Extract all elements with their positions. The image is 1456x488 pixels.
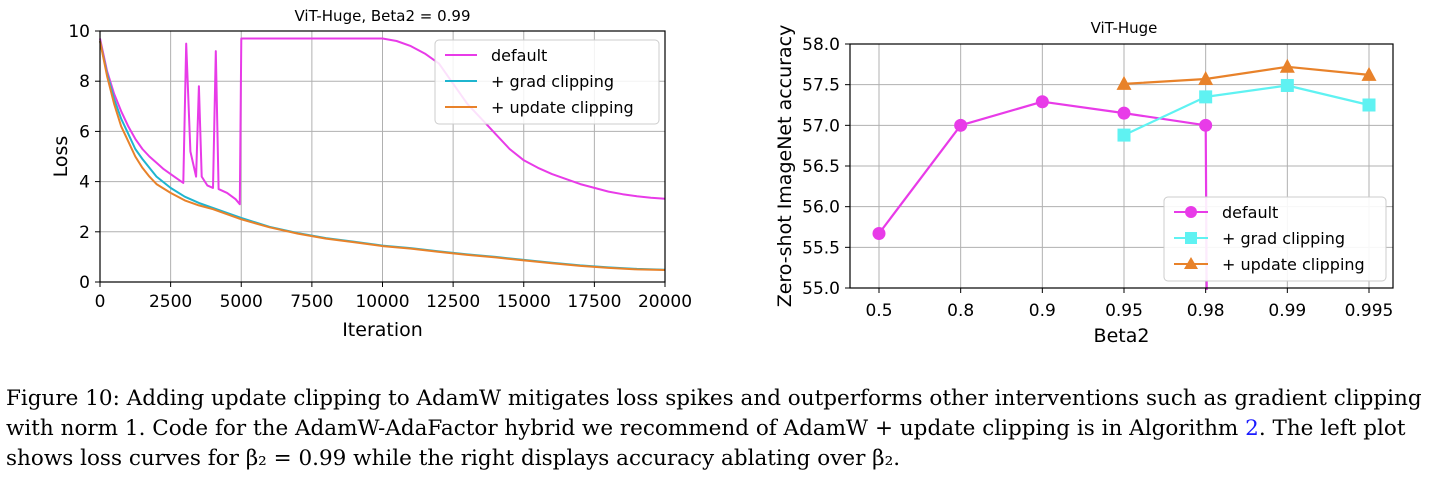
- y-tick-label: 10: [68, 22, 90, 42]
- y-axis-label: Zero-shot ImageNet accuracy: [774, 25, 796, 308]
- x-tick-label: 0.9: [1029, 301, 1056, 321]
- caption-text-2: . The left plot shows loss curves for β₂…: [6, 416, 1406, 471]
- legend-box: [434, 39, 660, 125]
- x-tick-label: 5000: [220, 292, 263, 312]
- chart-title: ViT-Huge, Beta2 = 0.99: [294, 7, 470, 25]
- legend-marker-3: [1184, 257, 1198, 269]
- y-tick-label: 6: [79, 122, 90, 142]
- y-tick-label: 4: [79, 173, 90, 193]
- loss-chart: 0 2500 5000 7500 10000 12500 15000 17500 20000 0 2…: [50, 7, 692, 341]
- y-tick-label: 56.5: [802, 157, 840, 177]
- y-tick-label: 55.0: [802, 279, 840, 299]
- y-tick-label: 55.5: [802, 238, 840, 258]
- marker-3: [1279, 58, 1295, 73]
- legend-box: [1163, 196, 1387, 282]
- x-tick-label: 20000: [638, 292, 692, 312]
- marker-2: [1362, 98, 1376, 112]
- y-axis-label: Loss: [50, 136, 72, 178]
- marker-3: [1198, 70, 1214, 85]
- x-tick-label: 12500: [426, 292, 480, 312]
- figure-caption: Figure 10: Adding update clipping to Ada…: [6, 384, 1452, 474]
- x-axis-label: Iteration: [342, 319, 423, 341]
- legend-label-3: + update clipping: [491, 98, 634, 117]
- marker-1: [1199, 118, 1213, 132]
- accuracy-chart: 0.5 0.8 0.9 0.95 0.98 0.99 0.995 55.0 55.5 56.0 56…: [774, 19, 1394, 347]
- x-axis-label: Beta2: [1094, 325, 1150, 347]
- series-line-2: [1123, 84, 1370, 137]
- x-tick-label: 0.98: [1187, 301, 1225, 321]
- marker-1: [872, 227, 886, 241]
- marker-2: [1117, 128, 1131, 142]
- chart-title: ViT-Huge: [1091, 19, 1158, 37]
- y-tick-label: 2: [79, 223, 90, 243]
- y-tick-label: 0: [79, 273, 90, 293]
- y-tick-label: 57.5: [802, 76, 840, 96]
- algorithm-link[interactable]: 2: [1245, 416, 1259, 441]
- x-tick-label: 0.5: [865, 301, 892, 321]
- marker-1: [954, 118, 968, 132]
- x-tick-label: 0.95: [1105, 301, 1143, 321]
- marker-3: [1361, 66, 1377, 81]
- y-tick-label: 58.0: [802, 35, 840, 55]
- y-tick-label: 57.0: [802, 116, 840, 136]
- y-tick-label: 8: [79, 72, 90, 92]
- legend-label-2: + grad clipping: [491, 72, 614, 91]
- series-line-3: [1123, 65, 1370, 85]
- legend-marker-2: [1185, 232, 1197, 244]
- y-tick-label: 56.0: [802, 198, 840, 218]
- legend-marker-1: [1185, 206, 1197, 218]
- x-tick-label: 17500: [567, 292, 621, 312]
- series-line-1: [99, 37, 666, 206]
- caption-text-1: Figure 10: Adding update clipping to Ada…: [6, 386, 1422, 441]
- x-tick-label: 0.99: [1268, 301, 1306, 321]
- x-tick-label: 0: [95, 292, 106, 312]
- legend-label-2: + grad clipping: [1222, 229, 1345, 248]
- marker-2: [1280, 78, 1294, 92]
- x-tick-label: 15000: [497, 292, 551, 312]
- series-line-1: [878, 100, 1208, 291]
- x-tick-label: 0.8: [947, 301, 974, 321]
- x-tick-label: 0.995: [1345, 301, 1394, 321]
- legend-label-3: + update clipping: [1222, 255, 1365, 274]
- marker-1: [1117, 106, 1131, 120]
- x-tick-label: 10000: [355, 292, 409, 312]
- marker-1: [1035, 95, 1049, 109]
- marker-2: [1199, 90, 1213, 104]
- series-line-3: [99, 40, 666, 271]
- x-tick-label: 2500: [149, 292, 192, 312]
- legend-label-1: default: [1222, 203, 1278, 222]
- legend-label-1: default: [491, 46, 547, 65]
- x-tick-label: 7500: [290, 292, 333, 312]
- marker-3: [1116, 75, 1132, 90]
